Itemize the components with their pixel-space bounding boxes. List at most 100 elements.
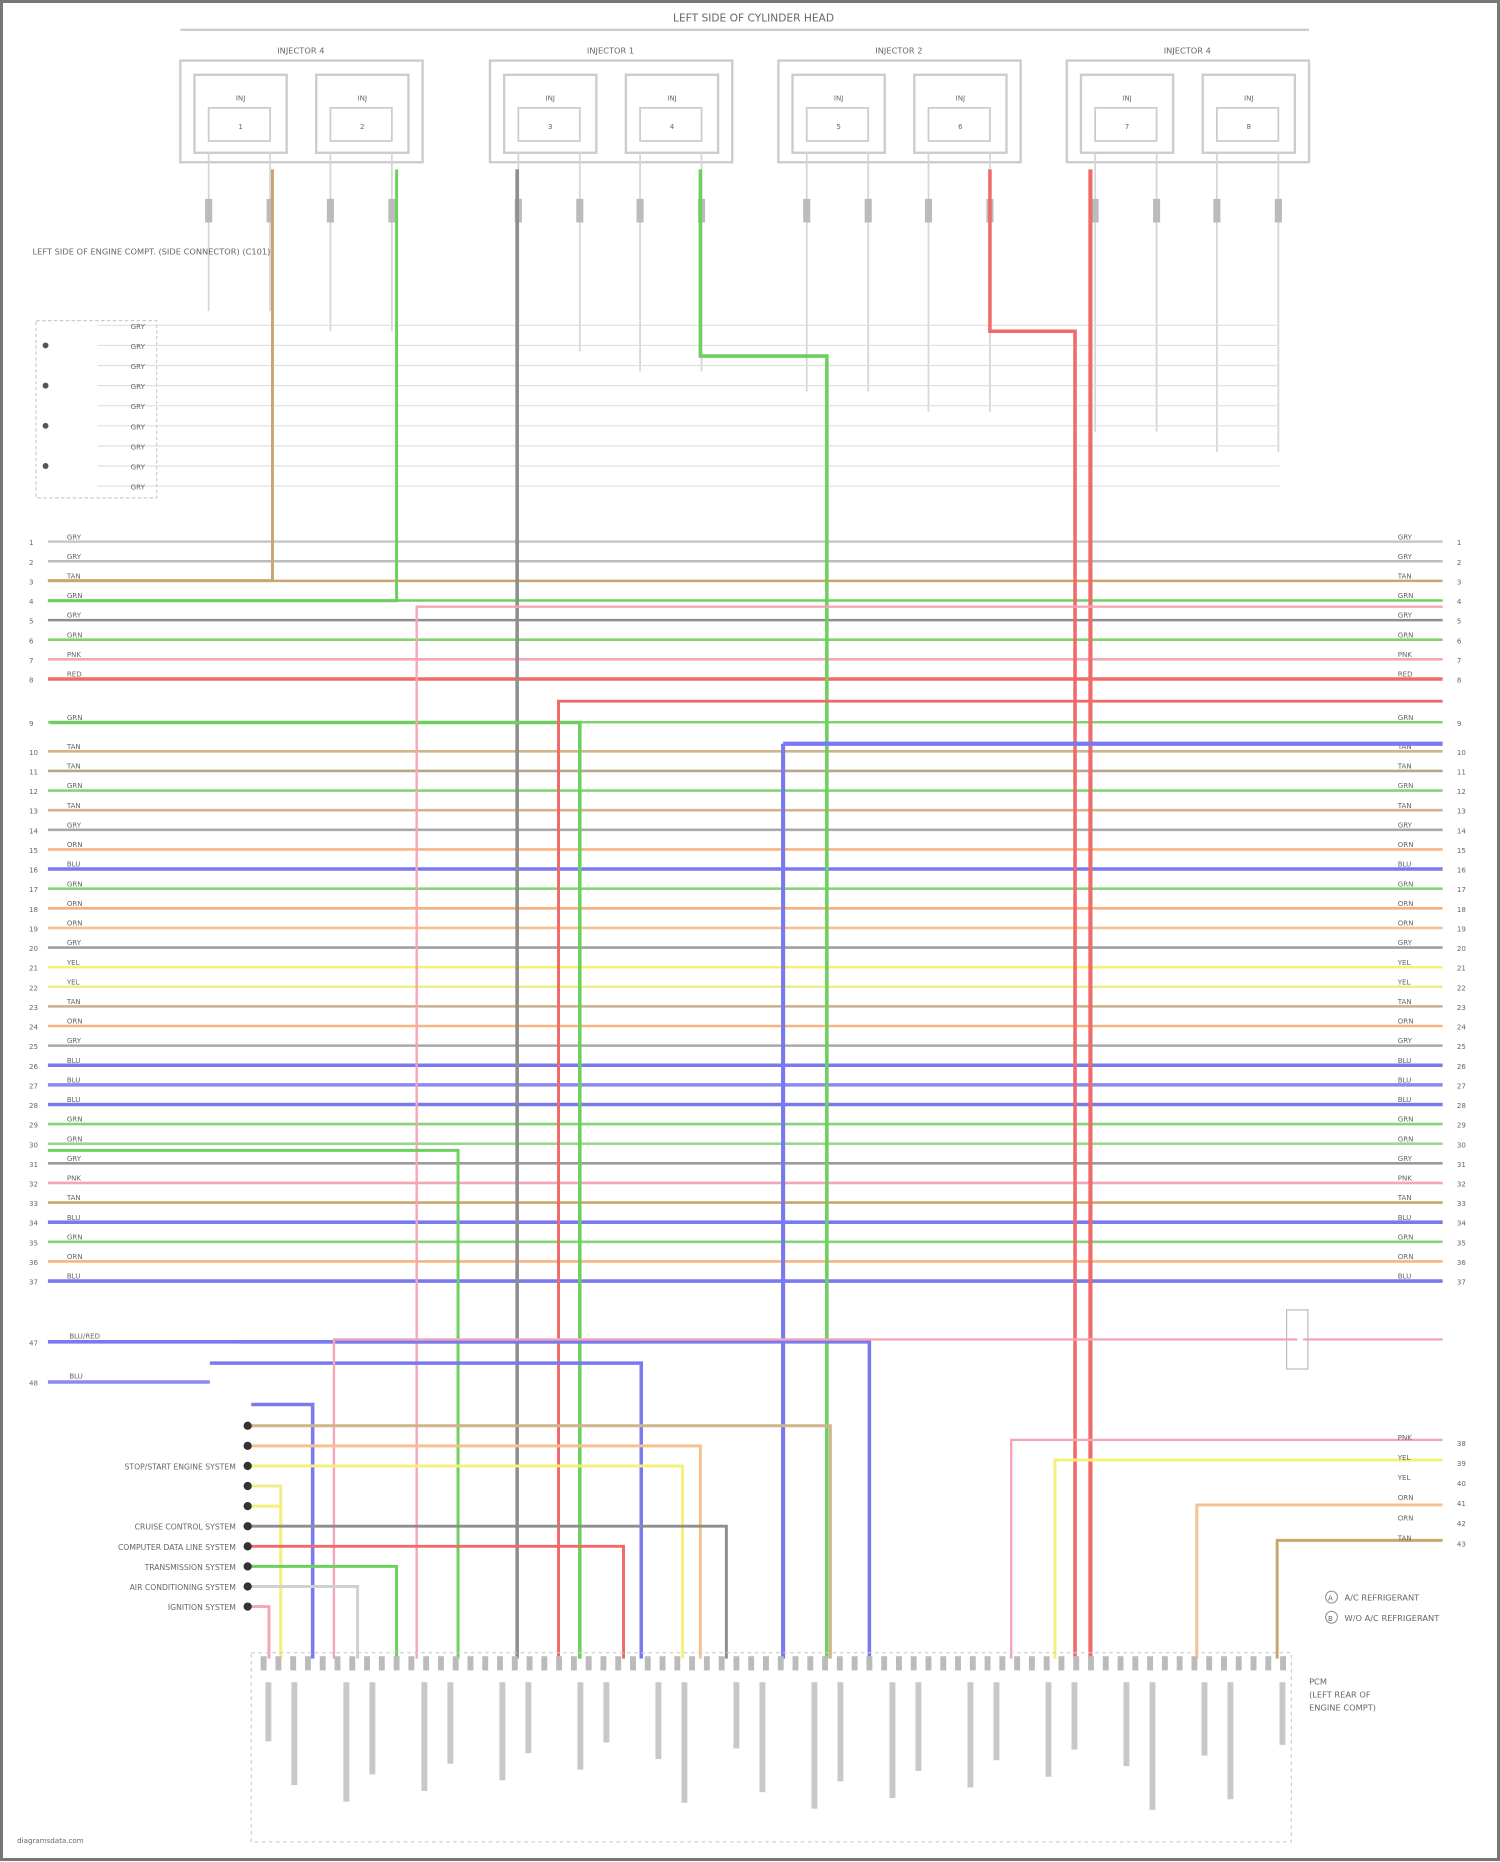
right-pin-code: ORN [1398, 1493, 1414, 1502]
harness-pin-right: 26 [1457, 1062, 1467, 1071]
injector-wire-code [1153, 198, 1161, 223]
legend: A A/C REFRIGERANT B W/O A/C REFRIGERANT [1325, 1590, 1441, 1624]
pcm-pin-function-label [993, 1682, 1000, 1761]
right-pin-number: 42 [1457, 1519, 1466, 1528]
pcm-pin [807, 1656, 814, 1671]
pcm-pin [1043, 1656, 1050, 1671]
pcm-pin [955, 1656, 961, 1671]
harness-wire-code-left: TAN [66, 762, 81, 771]
splice-dot [243, 1542, 252, 1551]
harness-wire-code-right: GRY [1398, 611, 1413, 620]
harness-pin-right: 19 [1457, 924, 1466, 933]
pcm-pin-function-label [525, 1682, 532, 1754]
injector-plug [639, 106, 703, 142]
harness-wire-code-left: TAN [66, 801, 81, 810]
pcm-pin [1073, 1656, 1080, 1671]
side-input-pin: 47 [29, 1338, 38, 1347]
harness-pin-right: 9 [1457, 719, 1462, 728]
harness-wire-code-right: ORN [1398, 1252, 1414, 1261]
harness-pin-left: 22 [29, 983, 38, 992]
harness-pin-left: 9 [29, 719, 34, 728]
harness-pin-right: 27 [1457, 1081, 1466, 1090]
harness-pin-right: 16 [1457, 866, 1467, 875]
harness-pin-right: 15 [1457, 846, 1466, 855]
harness-wire-code-right: BLU [1398, 1272, 1412, 1281]
vertical-wire [1195, 1503, 1443, 1659]
pcm-pin-function-label [499, 1682, 506, 1781]
pcm-pin [644, 1656, 651, 1671]
harness-wire-code-right: GRN [1398, 713, 1414, 722]
harness-pin-left: 30 [29, 1140, 39, 1149]
injector-group-label: INJECTOR 4 [1164, 45, 1211, 55]
vertical-wire [47, 169, 274, 583]
vertical-wire [698, 169, 829, 1659]
harness-pin-right: 33 [1457, 1199, 1466, 1208]
splice-dot [42, 463, 49, 469]
injector-part-label: INJ [236, 94, 245, 103]
legend-item-b: W/O A/C REFRIGERANT [1345, 1613, 1441, 1623]
harness-pin-left: 19 [29, 924, 38, 933]
legend-symbol-a-text: A [1328, 1594, 1333, 1603]
injector-wire-code [864, 198, 872, 223]
harness-wire-code-left: TAN [66, 1193, 81, 1202]
harness-pin-left: 26 [29, 1062, 39, 1071]
harness-pin-left: 34 [29, 1219, 39, 1228]
right-pin-number: 41 [1457, 1499, 1466, 1508]
right-pin-code: ORN [1398, 1513, 1414, 1522]
injector-group-label: INJECTOR 4 [277, 45, 324, 55]
diagram-title: LEFT SIDE OF CYLINDER HEAD [673, 12, 834, 25]
pcm-pin [984, 1656, 991, 1671]
harness-pin-right: 6 [1457, 636, 1462, 645]
right-pin-number: 40 [1457, 1479, 1467, 1488]
signal-source-label: IGNITION SYSTEM [168, 1603, 236, 1612]
harness-wire-code-right: GRN [1398, 630, 1414, 639]
side-input-code: BLU/RED [69, 1331, 100, 1340]
injector-group-label: INJECTOR 1 [587, 45, 634, 55]
harness-pin-left: 33 [29, 1199, 38, 1208]
pcm-pin [1132, 1656, 1139, 1671]
pcm-pin [733, 1656, 740, 1671]
pcm-pin [585, 1656, 592, 1671]
footer-watermark: diagramsdata.com [17, 1836, 84, 1845]
signal-wire [247, 1504, 283, 1659]
side-connector-pin-code: GRY [131, 442, 146, 451]
pcm-pin-function-label [759, 1682, 766, 1793]
harness-pin-right: 4 [1457, 597, 1462, 606]
harness-pin-left: 23 [29, 1003, 38, 1012]
harness-pin-right: 12 [1457, 787, 1466, 796]
injector-wire-code [636, 198, 644, 223]
harness-wire-code-right: GRN [1398, 591, 1414, 600]
injector-wire-code [205, 198, 213, 223]
harness-pin-right: 28 [1457, 1101, 1467, 1110]
injector-body [193, 73, 288, 154]
pcm-pin [1058, 1656, 1065, 1671]
pcm-pin [1235, 1656, 1242, 1671]
pcm-pin [792, 1656, 799, 1671]
harness-wire-code-left: ORN [67, 919, 83, 928]
vertical-wire [251, 1402, 315, 1659]
right-pin-number: 39 [1457, 1459, 1466, 1468]
harness-pin-right: 17 [1457, 885, 1466, 894]
harness-wire-code-left: GRN [67, 1115, 83, 1124]
harness-wire-code-right: ORN [1398, 919, 1414, 928]
harness-wire-code-left: BLU [67, 1076, 81, 1085]
signal-source-label: COMPUTER DATA LINE SYSTEM [118, 1543, 236, 1552]
injector-body [791, 73, 886, 154]
harness-pin-right: 23 [1457, 1003, 1466, 1012]
harness-wire-code-right: GRY [1398, 820, 1413, 829]
side-connector-pin-code: GRY [131, 422, 146, 431]
pcm-pin-function-label [733, 1682, 740, 1749]
harness-pin-left: 15 [29, 846, 38, 855]
harness-wire-code-right: GRY [1398, 1154, 1413, 1163]
signal-wire [247, 1585, 360, 1659]
harness-wire-code-left: ORN [67, 840, 83, 849]
pcm-label: PCM (LEFT REAR OF ENGINE COMPT) [1309, 1677, 1376, 1713]
injector-plug [927, 106, 991, 142]
legend-symbol-a [1325, 1590, 1339, 1604]
harness-pin-left: 36 [29, 1258, 39, 1267]
vertical-wire [1275, 1538, 1443, 1659]
pcm-pin-function-label [577, 1682, 584, 1770]
pcm-pin [630, 1656, 636, 1671]
splice-dot [42, 342, 49, 349]
pcm-pin-function-label [1201, 1682, 1208, 1756]
